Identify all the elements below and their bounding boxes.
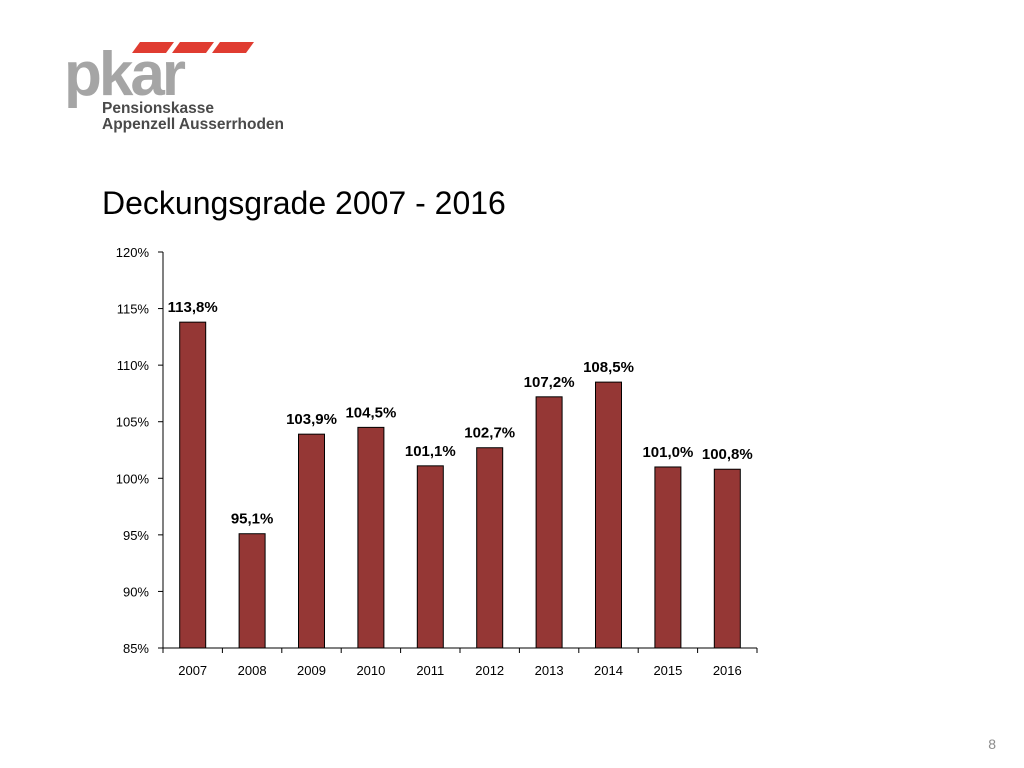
x-tick-label: 2016 [713, 663, 742, 678]
bar-2008 [238, 533, 266, 649]
x-tick-label: 2012 [475, 663, 504, 678]
bar-2012 [476, 447, 504, 649]
logo-line-1: Pensionskasse [102, 100, 215, 117]
data-label: 103,9% [286, 411, 337, 428]
data-label: 100,8% [702, 446, 753, 463]
x-tick-label: 2008 [238, 663, 267, 678]
bar-2007 [179, 321, 207, 649]
data-label: 102,7% [464, 425, 515, 442]
logo-stripes [132, 42, 254, 53]
data-label: 101,0% [642, 444, 693, 461]
y-tick-label: 115% [117, 302, 150, 317]
logo: pkar Pensionskasse Appenzell Ausserrhode… [64, 40, 284, 134]
x-tick-label: 2007 [178, 663, 207, 678]
y-tick-label: 105% [116, 415, 150, 430]
x-tick-label: 2009 [297, 663, 326, 678]
page-number: 8 [988, 736, 996, 752]
data-label: 95,1% [231, 511, 274, 528]
x-tick-label: 2015 [653, 663, 682, 678]
data-label: 108,5% [583, 359, 634, 376]
bar-2009 [298, 433, 325, 649]
bar-2013 [535, 396, 563, 649]
x-tick-label: 2014 [594, 663, 623, 678]
data-label: 113,8% [168, 299, 218, 316]
x-tick-label: 2013 [535, 663, 564, 678]
x-tick-label: 2011 [416, 663, 444, 678]
bar-2014 [595, 381, 622, 649]
y-tick-label: 100% [116, 471, 150, 486]
bar-2010 [357, 426, 385, 649]
y-tick-label: 110% [117, 358, 150, 373]
slide-title: Deckungsgrade 2007 - 2016 [102, 185, 506, 221]
bar-2016 [713, 468, 741, 649]
bar-2011 [416, 465, 444, 649]
y-tick-label: 90% [123, 584, 149, 599]
x-tick-label: 2010 [356, 663, 385, 678]
data-label: 104,5% [345, 404, 396, 421]
bar-2015 [654, 466, 682, 649]
data-label: 107,2% [524, 374, 575, 391]
y-tick-label: 85% [123, 641, 149, 656]
y-tick-label: 95% [123, 528, 149, 543]
logo-line-2: Appenzell Ausserrhoden [102, 116, 285, 133]
y-tick-label: 120% [116, 245, 150, 260]
logo-mark: pkar [64, 40, 186, 109]
data-label: 101,1% [405, 443, 456, 460]
